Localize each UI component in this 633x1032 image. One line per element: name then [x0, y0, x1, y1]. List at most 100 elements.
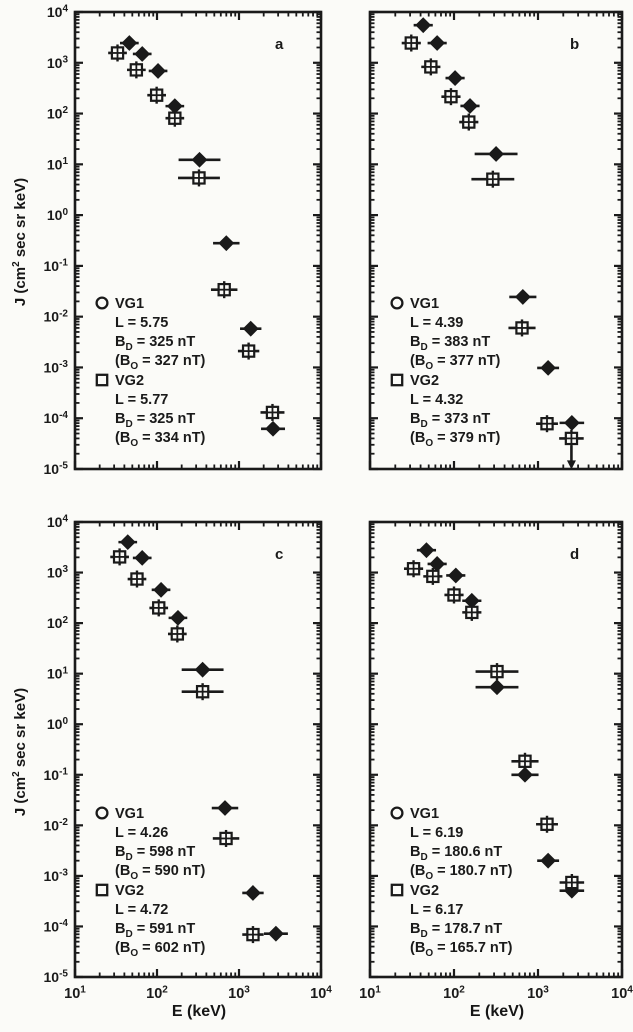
legend-vg2-line-seg: (B	[410, 430, 425, 446]
vg1-diamond-marker	[563, 414, 580, 431]
legend-vg2-line-seg: B	[410, 921, 420, 937]
legend-vg1-circle-symbol	[390, 806, 404, 820]
y-tick-label: 100	[47, 207, 69, 223]
legend-vg1-label-seg: VG1	[115, 806, 144, 822]
legend-vg2-line-seg: L = 4.32	[410, 392, 463, 408]
y-tick-label-seg: 4	[62, 514, 68, 525]
vg1-diamond-marker	[540, 852, 557, 869]
vg1-diamond-marker	[242, 320, 259, 337]
legend-vg1-line-seg: D	[125, 342, 132, 353]
panel-letter: b	[570, 36, 579, 53]
legend-vg2-label: VG2	[115, 883, 144, 899]
y-axis-label-bottom-row: J (cm2 sec sr keV)	[11, 688, 29, 816]
vg1-diamond-marker	[245, 885, 261, 901]
legend-vg2-label-seg: VG2	[115, 883, 144, 899]
legend-vg1-line-seg: = 325 nT	[133, 334, 196, 350]
y-tick-label: 101	[47, 665, 69, 681]
legend-vg1-label-seg: VG1	[410, 806, 439, 822]
x-tick-label: 102	[146, 984, 168, 1002]
legend-vg1-circle-symbol	[95, 806, 109, 820]
y-tick-label-seg: -4	[59, 918, 68, 929]
y-tick-label: 10-3	[44, 359, 69, 375]
series-vg1	[120, 35, 286, 437]
legend-vg2-line: BD = 178.7 nT	[410, 921, 502, 940]
legend-vg2-line-seg: L = 4.72	[115, 902, 168, 918]
upper-limit-arrow-head	[566, 460, 576, 470]
legend-vg1-line: BD = 598 nT	[115, 844, 195, 863]
y-tick-label-seg: 10	[47, 615, 63, 631]
legend-vg2-label-seg: VG2	[410, 373, 439, 389]
y-tick-label: 10-5	[44, 461, 69, 477]
vg1-diamond-marker	[121, 35, 138, 51]
legend-vg1-line: BD = 325 nT	[115, 334, 195, 353]
x-tick-label: 104	[310, 984, 332, 1002]
legend-vg1-label-seg: VG1	[115, 296, 144, 312]
legend-vg1-line: L = 5.75	[115, 315, 168, 331]
legend-vg1-line-seg: = 598 nT	[133, 844, 196, 860]
vg1-diamond-marker	[540, 359, 557, 376]
vg1-diamond-marker	[134, 549, 151, 566]
legend-vg1-line-seg: B	[410, 334, 420, 350]
x-tick-label-seg: 10	[146, 986, 162, 1002]
legend-vg2-line: L = 5.77	[115, 392, 168, 408]
y-tick-label-seg: 10	[44, 309, 60, 325]
y-tick-label-seg: 4	[62, 4, 68, 15]
legend-vg2-line-seg: D	[125, 929, 132, 940]
legend-vg2-line-seg: (B	[115, 430, 130, 446]
legend-vg1-line-seg: (B	[410, 353, 425, 369]
y-tick-label-seg: 10	[44, 817, 60, 833]
legend-vg2-square-symbol	[95, 373, 109, 387]
legend-vg2-square-symbol	[95, 883, 109, 897]
y-tick-label-seg: 3	[62, 54, 68, 65]
legend-vg1-label: VG1	[115, 296, 144, 312]
panel-letter: a	[275, 36, 284, 53]
label-seg: J (cm	[12, 266, 29, 307]
legend-vg2-line-seg: = 334 nT)	[138, 430, 205, 446]
y-tick-label: 10-1	[44, 258, 69, 274]
x-tick-label-seg: 2	[459, 984, 465, 995]
y-tick-label-seg: 1	[62, 665, 68, 676]
legend-vg2-square-symbol	[390, 373, 404, 387]
y-axis-label-top-row: J (cm2 sec sr keV)	[11, 178, 29, 306]
y-tick-label: 10-2	[44, 817, 69, 833]
vg1-diamond-marker	[489, 679, 505, 696]
label-seg: 2	[11, 771, 22, 777]
legend-vg1-line: L = 4.26	[115, 825, 168, 841]
series-vg2	[403, 560, 585, 891]
y-tick-label-seg: 10	[47, 514, 63, 530]
y-tick-label: 10-3	[44, 868, 69, 884]
y-tick-label-seg: -3	[59, 868, 68, 879]
x-tick-label: 103	[527, 984, 549, 1002]
legend-vg2-line-seg: L = 6.17	[410, 902, 463, 918]
vg1-diamond-marker	[265, 420, 281, 437]
legend-vg1-label-seg: VG1	[410, 296, 439, 312]
legend-vg1-line-seg: = 180.6 nT	[428, 844, 503, 860]
label-seg: 2	[11, 261, 22, 267]
legend-vg2-line-seg: (B	[410, 940, 425, 956]
y-tick-label-seg: -1	[59, 766, 68, 777]
y-tick-label-seg: -5	[59, 461, 68, 472]
legend-vg2-line-seg: O	[425, 948, 433, 959]
legend-vg2-line: L = 6.17	[410, 902, 463, 918]
vg1-diamond-marker	[268, 925, 284, 942]
legend-vg1-line-seg: D	[125, 852, 132, 863]
panel-letter-seg: a	[275, 36, 284, 53]
legend-vg2-line-seg: O	[130, 438, 138, 449]
legend-vg2-line-seg: = 379 nT)	[433, 430, 500, 446]
legend-vg1-line-seg: (B	[115, 353, 130, 369]
legend-vg2-line-seg: B	[410, 411, 420, 427]
legend-vg2-line-seg: L = 5.77	[115, 392, 168, 408]
x-axis-label-right: E (keV)	[469, 1003, 525, 1020]
axes-frame	[73, 520, 323, 979]
series-vg2	[108, 44, 285, 421]
label-seg: sec sr keV)	[12, 177, 29, 262]
y-tick-label-seg: 10	[44, 410, 60, 426]
legend-vg1-label: VG1	[115, 806, 144, 822]
vg1-diamond-marker	[514, 288, 531, 305]
x-tick-label-seg: 3	[543, 984, 549, 995]
axes-frame	[73, 10, 323, 471]
legend-vg2-line: (BO = 379 nT)	[410, 430, 501, 449]
